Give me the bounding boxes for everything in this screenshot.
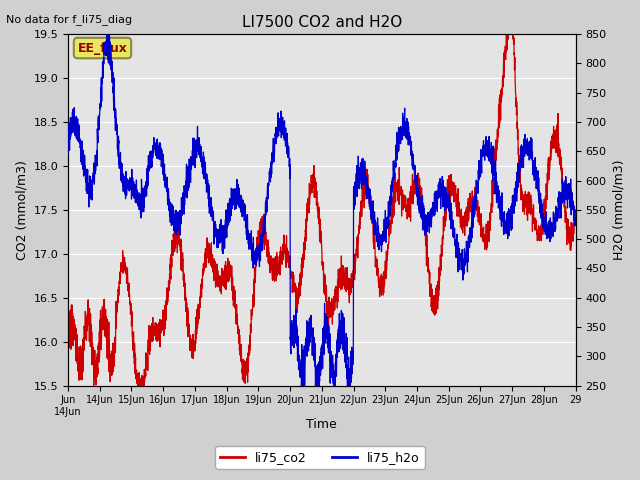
- Text: No data for f_li75_diag: No data for f_li75_diag: [6, 14, 132, 25]
- Text: EE_flux: EE_flux: [77, 42, 127, 55]
- Legend: li75_co2, li75_h2o: li75_co2, li75_h2o: [215, 446, 425, 469]
- X-axis label: Time: Time: [307, 419, 337, 432]
- Y-axis label: H2O (mmol/m3): H2O (mmol/m3): [612, 159, 625, 260]
- Y-axis label: CO2 (mmol/m3): CO2 (mmol/m3): [15, 160, 28, 260]
- Title: LI7500 CO2 and H2O: LI7500 CO2 and H2O: [242, 15, 402, 30]
